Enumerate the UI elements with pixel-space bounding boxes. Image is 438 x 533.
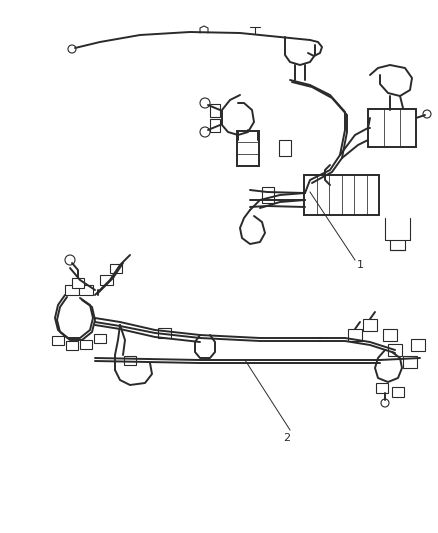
Bar xyxy=(79,285,93,295)
Bar xyxy=(347,329,361,341)
Bar xyxy=(362,319,376,331)
Text: 2: 2 xyxy=(283,433,290,443)
Bar xyxy=(410,339,424,351)
Bar xyxy=(367,109,415,147)
Circle shape xyxy=(200,98,209,108)
Bar xyxy=(158,328,171,338)
Bar xyxy=(402,356,416,368)
Circle shape xyxy=(380,399,388,407)
Circle shape xyxy=(65,255,75,265)
Bar xyxy=(304,175,378,215)
Bar xyxy=(209,118,219,132)
Bar xyxy=(94,334,106,343)
Circle shape xyxy=(200,127,209,137)
Bar xyxy=(66,341,78,350)
Bar xyxy=(237,131,258,166)
Bar xyxy=(100,275,113,285)
Bar xyxy=(72,278,84,288)
Bar xyxy=(110,263,122,272)
Bar xyxy=(279,140,290,156)
Bar xyxy=(375,383,387,393)
Circle shape xyxy=(422,110,430,118)
Bar xyxy=(387,344,401,356)
Bar xyxy=(261,187,273,203)
Text: 1: 1 xyxy=(356,260,363,270)
Circle shape xyxy=(68,45,76,53)
Bar xyxy=(124,356,136,365)
Bar xyxy=(80,340,92,349)
Bar xyxy=(52,335,64,344)
Bar xyxy=(382,329,396,341)
Bar xyxy=(65,285,79,295)
Bar xyxy=(391,387,403,397)
Bar xyxy=(209,103,219,117)
